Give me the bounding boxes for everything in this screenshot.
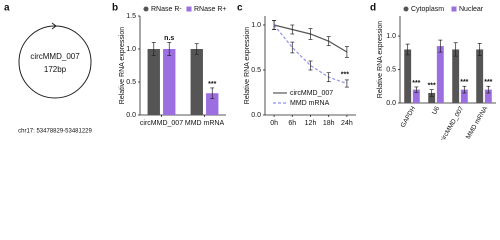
x-tick-label: 12h xyxy=(305,120,317,127)
x-tick-label: 24h xyxy=(341,120,353,127)
error-bar xyxy=(453,42,458,57)
error-bar xyxy=(429,89,434,97)
x-tick-label: U6 xyxy=(431,105,441,116)
significance: *** xyxy=(428,82,436,89)
circle-arrow xyxy=(51,22,57,30)
x-tick-label: 6h xyxy=(288,120,296,127)
error-bar xyxy=(438,39,443,53)
panel-letter: d xyxy=(370,3,376,14)
legend-label: RNase R+ xyxy=(194,6,226,13)
significance: n.s xyxy=(164,35,174,42)
error-bar xyxy=(167,42,172,56)
legend-label: RNase R- xyxy=(151,6,182,13)
significance: *** xyxy=(208,81,216,88)
figure: a circMMD_007 172bp chr17: 53478829-5348122… xyxy=(4,3,496,140)
circrna-size: 172bp xyxy=(44,65,67,74)
panel-letter: c xyxy=(237,3,243,14)
bar xyxy=(436,46,444,103)
error-bar xyxy=(210,87,215,99)
bar xyxy=(206,93,219,115)
bar xyxy=(484,89,492,103)
error-bar xyxy=(308,28,313,40)
y-axis-label: Relative RNA expression xyxy=(244,27,251,105)
bar xyxy=(190,49,203,115)
error-bar xyxy=(290,24,295,35)
significance: *** xyxy=(484,79,492,86)
significance: *** xyxy=(412,80,420,87)
legend-label: circMMD_007 xyxy=(290,90,333,97)
bar xyxy=(163,49,176,115)
bar xyxy=(147,49,160,115)
bar xyxy=(476,49,484,103)
error-bar xyxy=(405,43,410,56)
y-tick-label: 0.0 xyxy=(251,112,261,119)
error-bar xyxy=(414,86,419,93)
error-bar xyxy=(344,46,349,58)
line xyxy=(273,24,348,85)
x-tick-label: circMMD_007 xyxy=(140,120,183,127)
significance: *** xyxy=(460,79,468,86)
x-tick-label: 18h xyxy=(323,120,335,127)
circrna-name: circMMD_007 xyxy=(30,52,80,61)
error-bar xyxy=(272,20,277,30)
x-tick-label: MMD mRNA xyxy=(185,120,225,127)
error-bar xyxy=(462,85,467,94)
x-tick-label: GAPDH xyxy=(400,105,418,129)
y-tick-label: 1.0 xyxy=(251,22,261,29)
locus: chr17: 53478829-53481229 xyxy=(18,129,92,135)
significance: *** xyxy=(341,72,349,79)
legend-marker xyxy=(403,6,409,12)
panel-letter: a xyxy=(4,3,10,14)
y-tick-label: 0.0 xyxy=(386,100,396,107)
panel-letter: b xyxy=(112,3,118,14)
x-tick-label: circMMD_007 xyxy=(439,105,465,140)
y-tick-label: 0.5 xyxy=(386,66,396,73)
y-tick-label: 0.0 xyxy=(126,112,136,119)
error-bar xyxy=(477,43,482,56)
error-bar xyxy=(290,41,295,54)
error-bar xyxy=(326,72,331,83)
y-tick-label: 1.0 xyxy=(126,46,136,53)
legend-marker xyxy=(451,6,457,12)
error-bar xyxy=(151,42,156,56)
legend-label: MMD mRNA xyxy=(290,100,330,107)
circrna-circle xyxy=(18,25,92,99)
bar xyxy=(404,49,412,103)
y-axis-label: Relative RNA expression xyxy=(377,21,384,99)
bar xyxy=(412,89,420,103)
x-tick-label: 0h xyxy=(270,120,278,127)
bar xyxy=(452,49,460,103)
legend-marker xyxy=(186,6,192,12)
y-tick-label: 1.0 xyxy=(386,33,396,40)
error-bar xyxy=(308,60,313,71)
bar xyxy=(428,92,436,103)
bar xyxy=(460,89,468,103)
error-bar xyxy=(326,36,331,47)
legend-marker xyxy=(143,6,149,12)
y-tick-label: 0.5 xyxy=(251,67,261,74)
y-axis-label: Relative RNA expression xyxy=(119,27,126,105)
x-tick-label: MMD mRNA xyxy=(465,105,490,140)
legend-label: Cytoplasm xyxy=(411,6,444,13)
error-bar xyxy=(344,79,349,88)
error-bar xyxy=(486,85,491,94)
y-tick-label: 0.5 xyxy=(126,79,136,86)
error-bar xyxy=(194,43,199,55)
y-tick-label: 1.5 xyxy=(126,13,136,20)
legend-label: Nuclear xyxy=(459,6,484,13)
